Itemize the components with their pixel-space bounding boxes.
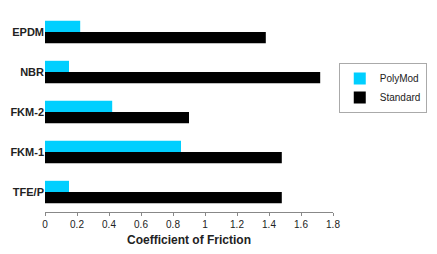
svg-text:0.8: 0.8 bbox=[166, 219, 180, 230]
svg-text:NBR: NBR bbox=[20, 66, 44, 78]
svg-text:0.6: 0.6 bbox=[134, 219, 148, 230]
svg-text:Coefficient of Friction: Coefficient of Friction bbox=[127, 233, 251, 247]
svg-text:0.2: 0.2 bbox=[70, 219, 84, 230]
svg-text:FKM-1: FKM-1 bbox=[10, 146, 44, 158]
svg-text:1.2: 1.2 bbox=[230, 219, 244, 230]
svg-text:1.4: 1.4 bbox=[262, 219, 276, 230]
svg-text:TFE/P: TFE/P bbox=[13, 186, 44, 198]
svg-text:PolyMod: PolyMod bbox=[380, 73, 419, 84]
svg-text:1: 1 bbox=[202, 219, 208, 230]
svg-text:FKM-2: FKM-2 bbox=[10, 106, 44, 118]
svg-text:1.8: 1.8 bbox=[326, 219, 340, 230]
svg-text:0.4: 0.4 bbox=[102, 219, 116, 230]
svg-text:0: 0 bbox=[42, 219, 48, 230]
svg-text:EPDM: EPDM bbox=[12, 26, 44, 38]
svg-text:1.6: 1.6 bbox=[294, 219, 308, 230]
svg-text:Standard: Standard bbox=[380, 92, 421, 103]
